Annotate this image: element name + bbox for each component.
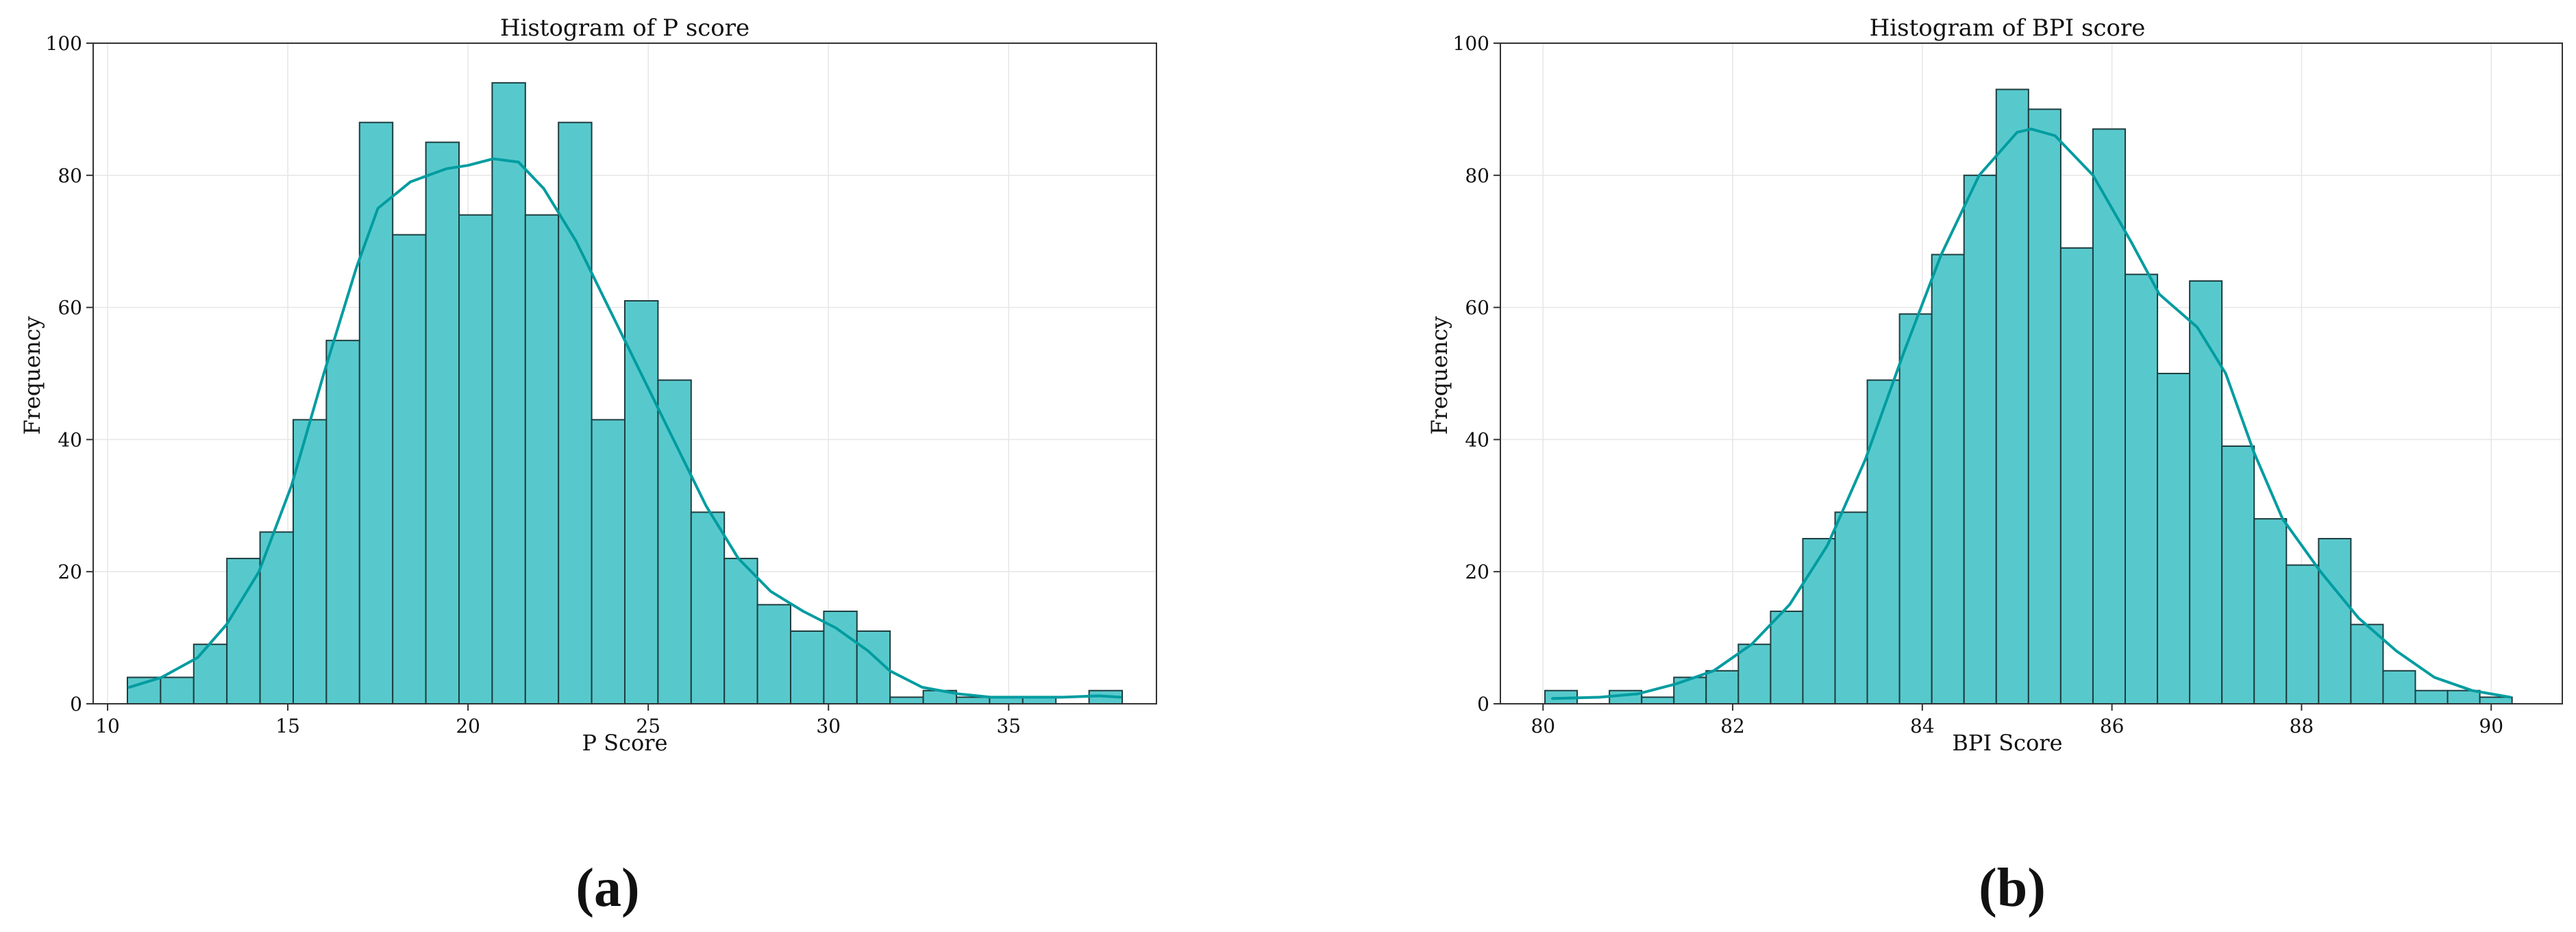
y-tick-label: 20: [1465, 561, 1489, 583]
histogram-bar: [2414, 689, 2449, 704]
histogram-bar: [1963, 174, 1997, 705]
y-tick-label: 40: [58, 428, 82, 451]
x-tick-label: 25: [636, 715, 660, 737]
histogram-bar: [193, 643, 228, 704]
histogram-bar: [2157, 373, 2191, 704]
histogram-bar: [2027, 108, 2061, 704]
plot-frame: [1500, 42, 2563, 704]
y-tick-label: 0: [1477, 693, 1489, 715]
histogram-bar: [1931, 254, 1965, 705]
y-tick-label: 80: [1465, 164, 1489, 187]
histogram-bar: [591, 419, 626, 704]
histogram-bar: [2479, 696, 2513, 704]
y-tick-label: 100: [46, 32, 82, 55]
y-axis-label: Frequency: [1426, 316, 1452, 434]
histogram-bar: [2125, 273, 2159, 704]
figure-caption: (b): [1979, 858, 2046, 918]
y-tick-label: 20: [58, 561, 82, 583]
histogram-bar: [1737, 643, 1772, 704]
x-tick-label: 82: [1720, 715, 1745, 737]
x-tick-label: 84: [1910, 715, 1935, 737]
x-tick-label: 15: [275, 715, 300, 737]
y-tick-label: 100: [1453, 32, 1489, 55]
histogram-bar: [1866, 379, 1900, 704]
histogram-bar: [1898, 313, 1933, 704]
histogram-bar: [2059, 247, 2094, 704]
x-tick-label: 10: [95, 715, 120, 737]
y-tick-label: 60: [58, 297, 82, 319]
x-tick-label: 20: [456, 715, 480, 737]
histogram-bar: [756, 604, 792, 705]
histogram-bar: [2092, 128, 2127, 704]
histogram-bar: [2447, 689, 2481, 704]
histogram-bar: [1770, 611, 1804, 704]
histogram-bar: [392, 234, 427, 704]
figure-caption: (a): [575, 858, 639, 918]
histogram-bar: [1705, 670, 1739, 704]
histogram-bar: [2221, 445, 2255, 704]
x-axis-label: BPI Score: [1952, 730, 2062, 756]
histogram-bar: [790, 630, 825, 705]
histogram-bar: [325, 339, 360, 704]
histogram-bar: [558, 121, 593, 704]
x-tick-label: 35: [996, 715, 1021, 737]
y-axis-label: Frequency: [19, 316, 45, 434]
histogram-bar: [1641, 696, 1675, 704]
plot-frame: [92, 42, 1157, 704]
histogram-bar: [458, 214, 493, 704]
kde-curve: [127, 157, 1122, 699]
histogram-bar: [1834, 511, 1868, 704]
histogram-bar: [1802, 538, 1836, 704]
x-axis-label: P Score: [582, 730, 667, 756]
x-tick-label: 30: [816, 715, 841, 737]
histogram-bar: [723, 557, 758, 704]
histogram-bar: [259, 531, 294, 704]
histogram-bar: [292, 419, 327, 704]
histogram-p-score: Histogram of P score P Score Frequency (…: [19, 14, 1157, 918]
histogram-bar: [425, 141, 460, 705]
histogram-bar: [889, 696, 924, 704]
histogram-bar: [524, 214, 560, 704]
histogram-bar: [2350, 624, 2384, 705]
histogram-bar: [2286, 564, 2320, 704]
y-tick-label: 0: [70, 693, 82, 715]
chart-title: Histogram of BPI score: [1870, 14, 2146, 42]
histogram-bar: [690, 511, 726, 704]
y-tick-label: 80: [58, 164, 82, 187]
x-tick-label: 88: [2290, 715, 2314, 737]
histogram-bar: [1673, 676, 1707, 705]
histogram-bar: [1995, 88, 2029, 705]
y-tick-label: 60: [1465, 297, 1489, 319]
histogram-bar: [2189, 280, 2223, 705]
histogram-bar: [624, 299, 659, 704]
chart-title: Histogram of P score: [500, 14, 750, 42]
histogram-bar: [2382, 670, 2416, 704]
histogram-bar: [2318, 538, 2352, 704]
x-tick-label: 80: [1531, 715, 1555, 737]
histogram-bar: [2253, 518, 2288, 705]
x-tick-label: 90: [2479, 715, 2503, 737]
histogram-bpi-score: Histogram of BPI score BPI Score Frequen…: [1426, 14, 2563, 918]
histogram-bar: [657, 379, 692, 704]
histogram-bar: [956, 696, 991, 704]
kde-curve: [1551, 127, 2512, 700]
histogram-bar: [160, 676, 195, 705]
y-tick-label: 40: [1465, 428, 1489, 451]
histogram-bar: [491, 82, 526, 704]
x-tick-label: 86: [2100, 715, 2125, 737]
